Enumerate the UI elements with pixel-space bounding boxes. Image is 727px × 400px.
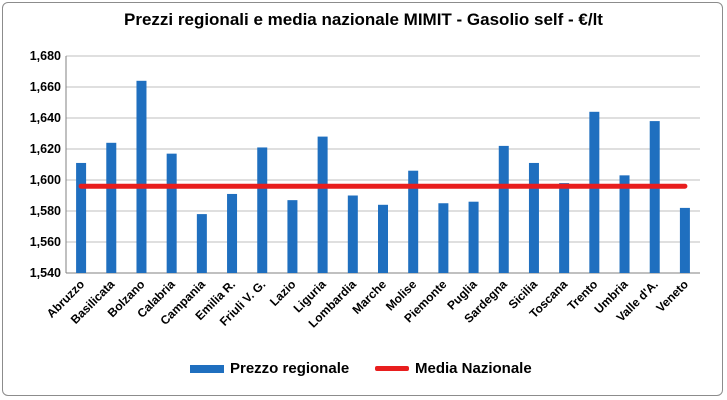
y-tick-label: 1,620 [30,142,61,156]
legend-swatch-media [375,366,409,371]
bar [347,195,358,273]
bar [528,162,539,273]
legend: Prezzo regionale Media Nazionale [0,360,727,382]
y-tick-label: 1,680 [30,49,61,63]
y-tick-label: 1,580 [30,204,61,218]
bar [498,145,509,273]
bar [559,183,570,273]
legend-label-prezzo: Prezzo regionale [230,360,350,377]
bar [378,204,388,273]
bar [619,175,630,273]
x-tick-label: Veneto [653,277,691,315]
y-tick-label: 1,640 [30,111,61,125]
chart-title: Prezzi regionali e media nazionale MIMIT… [124,10,603,29]
bar [317,136,328,273]
bar [649,121,660,273]
y-tick-label: 1,560 [30,235,61,249]
bar [257,147,268,273]
bar [438,203,449,273]
bar [136,80,147,273]
bar [287,200,298,273]
bar [589,111,600,273]
bar [408,170,419,273]
legend-swatch-prezzo [190,364,224,373]
legend-label-media: Media Nazionale [415,360,532,377]
bar [468,201,479,273]
x-tick-label: Marche [350,277,390,317]
bar [166,153,177,273]
legend-item-media: Media Nazionale [375,360,532,377]
legend-item-prezzo: Prezzo regionale [190,360,349,377]
chart-frame [2,2,723,396]
bar [679,207,690,273]
y-tick-label: 1,600 [30,173,61,187]
bar [196,214,207,273]
bar [227,193,238,273]
bar [106,142,117,273]
y-tick-label: 1,540 [30,266,61,280]
y-tick-label: 1,660 [30,80,61,94]
bar [76,162,87,273]
